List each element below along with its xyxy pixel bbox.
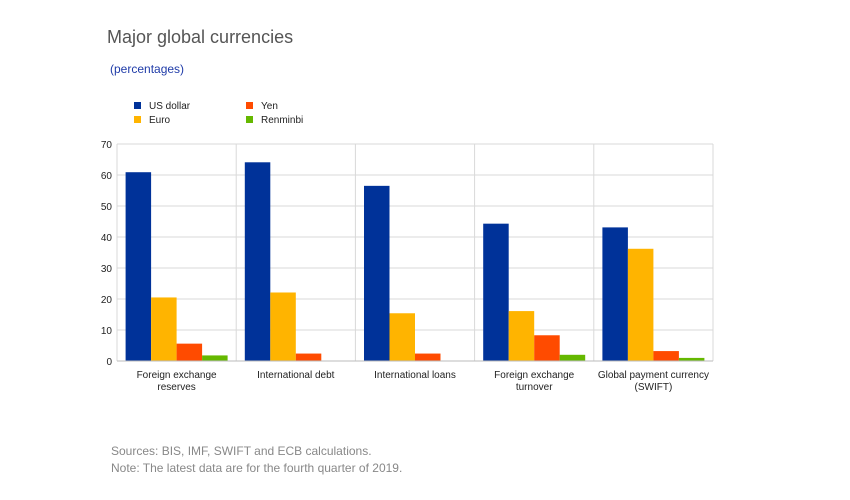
legend-swatch <box>246 102 253 109</box>
bar-renminbi <box>202 355 228 361</box>
sources-note: Sources: BIS, IMF, SWIFT and ECB calcula… <box>111 444 372 458</box>
x-tick-label: Foreign exchange <box>137 370 217 381</box>
bar-renminbi <box>678 357 705 361</box>
legend-label: Euro <box>149 115 171 126</box>
bar-euro <box>151 297 177 361</box>
bar-yen <box>653 351 679 361</box>
legend-swatch <box>134 102 141 109</box>
x-tick-label: International debt <box>257 370 335 381</box>
legend-label: Renminbi <box>261 115 304 126</box>
bar-us-dollar <box>364 185 390 361</box>
legend-swatch <box>246 116 253 123</box>
legend-item-yen: Yen <box>246 101 278 112</box>
legend-label: Yen <box>261 101 278 112</box>
legend-swatch <box>134 116 141 123</box>
y-tick-label: 50 <box>101 202 113 213</box>
bar-yen <box>295 353 322 361</box>
bar-yen <box>176 343 203 361</box>
footnotes: Sources: BIS, IMF, SWIFT and ECB calcula… <box>111 443 402 477</box>
x-tick-label: reserves <box>157 382 195 393</box>
y-tick-label: 0 <box>106 357 112 368</box>
y-tick-label: 10 <box>101 326 113 337</box>
data-note: Note: The latest data are for the fourth… <box>111 461 403 475</box>
legend-label: US dollar <box>149 101 191 112</box>
bar-euro <box>389 313 415 361</box>
legend-item-us-dollar: US dollar <box>134 101 190 112</box>
bar-euro <box>627 248 654 361</box>
chart-title: Major global currencies <box>107 27 294 47</box>
bar-us-dollar <box>602 227 628 361</box>
x-tick-label: Foreign exchange <box>494 370 574 381</box>
x-tick-label: turnover <box>516 382 553 393</box>
x-tick-label: (SWIFT) <box>635 382 673 393</box>
y-tick-label: 20 <box>101 295 113 306</box>
chart-subtitle: (percentages) <box>110 62 185 76</box>
y-tick-label: 70 <box>101 140 113 151</box>
bar-yen <box>415 353 441 361</box>
bar-yen <box>534 335 560 361</box>
bar-euro <box>508 311 535 361</box>
legend-item-renminbi: Renminbi <box>246 115 303 126</box>
y-tick-label: 40 <box>101 233 113 244</box>
bar-us-dollar <box>125 172 152 361</box>
x-tick-label: Global payment currency <box>598 370 709 381</box>
y-tick-label: 60 <box>101 171 113 182</box>
bar-euro <box>270 292 296 361</box>
bar-us-dollar <box>483 223 509 361</box>
y-tick-label: 30 <box>101 264 113 275</box>
x-tick-label: International loans <box>374 370 456 381</box>
legend-item-euro: Euro <box>134 115 170 126</box>
bar-us-dollar <box>244 162 271 361</box>
bar-renminbi <box>559 354 586 361</box>
